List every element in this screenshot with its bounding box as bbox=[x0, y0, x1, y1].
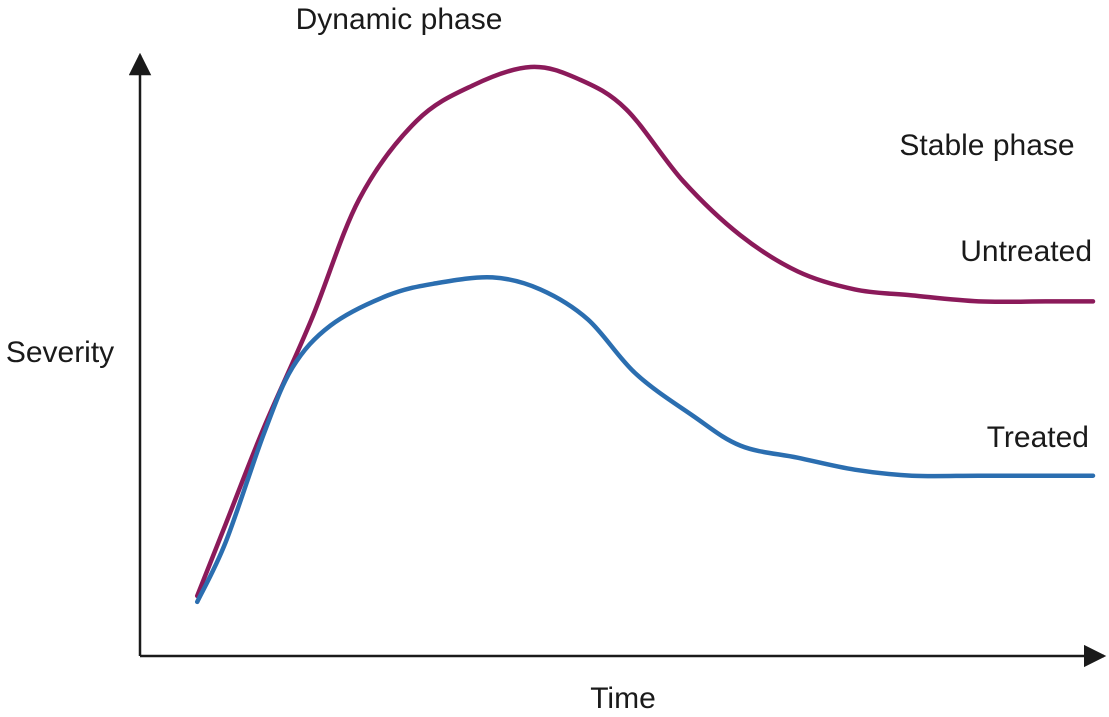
y-axis-label: Severity bbox=[6, 336, 114, 369]
dynamic-phase-label: Dynamic phase bbox=[296, 3, 503, 36]
series-layer bbox=[194, 64, 1096, 605]
series-line-untreated bbox=[194, 64, 1096, 599]
x-axis-label: Time bbox=[590, 682, 656, 715]
text-layer: Severity Time Dynamic phase Stable phase… bbox=[6, 3, 1092, 715]
series-label-untreated: Untreated bbox=[960, 235, 1092, 268]
series-label-treated: Treated bbox=[987, 421, 1089, 454]
series-line-treated bbox=[194, 274, 1096, 605]
stable-phase-label: Stable phase bbox=[899, 129, 1074, 162]
axes bbox=[128, 52, 1107, 668]
